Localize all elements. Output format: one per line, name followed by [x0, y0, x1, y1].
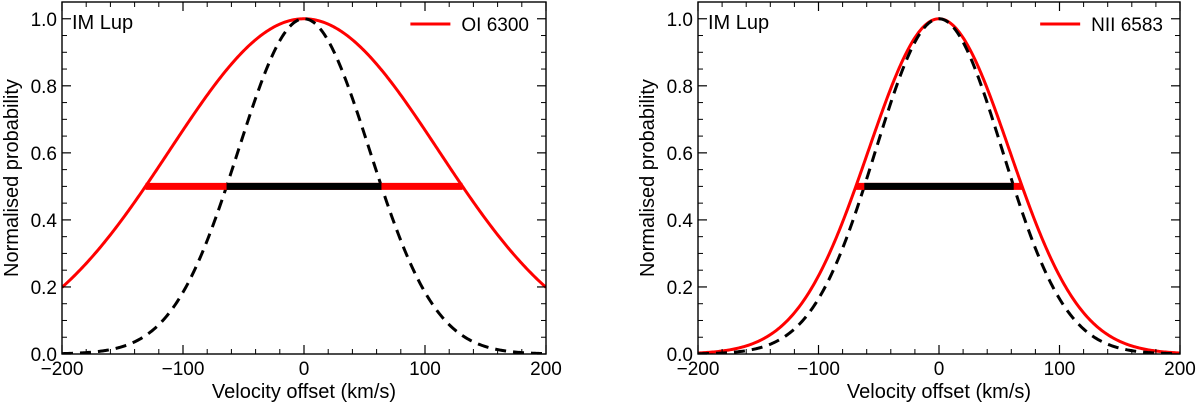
x-tick-label: −100	[797, 359, 840, 380]
legend-label: OI 6300	[461, 15, 529, 36]
y-tick-label: 0.2	[667, 278, 693, 299]
y-tick-label: 0.8	[667, 77, 693, 98]
annotation-label: IM Lup	[708, 12, 769, 34]
x-tick-label: −200	[41, 359, 84, 380]
y-axis-label: Normalised probability	[1, 79, 23, 277]
x-tick-label: 100	[1044, 359, 1076, 380]
series-line-reference	[698, 17, 1180, 354]
y-tick-label: 0.0	[667, 345, 693, 366]
x-tick-label: −200	[677, 359, 720, 380]
x-tick-label: 200	[530, 359, 562, 380]
y-tick-label: 0.2	[31, 278, 57, 299]
series-line-line-profile	[62, 17, 546, 289]
x-axis-label: Velocity offset (km/s)	[212, 381, 396, 403]
y-tick-label: 1.0	[31, 10, 57, 31]
series-line-reference	[62, 17, 546, 354]
x-tick-label: 200	[1164, 359, 1196, 380]
plot-area	[698, 17, 1180, 354]
axes-frame	[697, 1, 1181, 355]
chart-panel-1: −200 −100 0 100 200 0.0 0.2 0.4 0.6 0.8 1.0 Velocit…	[1, 1, 562, 403]
x-tick-label: −100	[162, 359, 205, 380]
annotation-label: IM Lup	[72, 12, 133, 34]
chart-panel-2: −200 −100 0 100 200 0.0 0.2 0.4 0.6 0.8 1.0 Velocit…	[637, 1, 1196, 403]
x-tick-label: 0	[299, 359, 310, 380]
axes-frame	[61, 1, 547, 355]
y-tick-label: 0.4	[31, 211, 58, 232]
x-tick-label: 100	[409, 359, 441, 380]
x-tick-label: 0	[934, 359, 945, 380]
x-axis-label: Velocity offset (km/s)	[847, 381, 1031, 403]
y-tick-label: 0.4	[667, 211, 694, 232]
y-tick-label: 0.6	[31, 144, 57, 165]
y-axis-label: Normalised probability	[637, 79, 659, 277]
y-tick-label: 0.6	[667, 144, 693, 165]
legend-label: NII 6583	[1091, 15, 1163, 36]
y-tick-label: 0.0	[31, 345, 57, 366]
y-tick-label: 0.8	[31, 77, 57, 98]
y-tick-label: 1.0	[667, 10, 693, 31]
plot-area	[62, 17, 546, 354]
